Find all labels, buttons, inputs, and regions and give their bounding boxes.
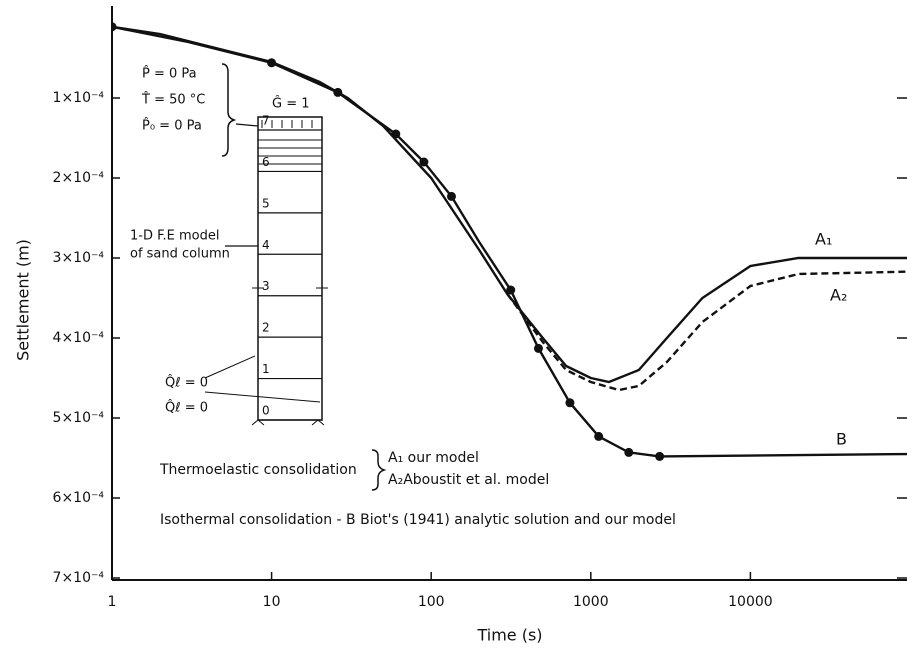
column-level-label: 3 <box>262 279 270 293</box>
series-label: B <box>836 430 847 449</box>
legend-text: A₂Aboustit et al. model <box>388 472 549 488</box>
x-tick-label: 1 <box>108 594 117 610</box>
analytic-point <box>333 87 343 97</box>
series-line <box>506 270 907 392</box>
annotation: P̂ = 0 Pa <box>142 66 197 81</box>
annotation: P̂₀ = 0 Pa <box>142 118 202 133</box>
y-tick-label: 5×10⁻⁴ <box>53 410 105 426</box>
analytic-point <box>624 447 634 457</box>
x-tick-label: 100 <box>418 594 445 610</box>
analytic-point <box>655 451 665 461</box>
y-tick-label: 3×10⁻⁴ <box>53 250 105 266</box>
pointer <box>235 123 259 127</box>
legend-text: Thermoelastic consolidation <box>159 462 357 478</box>
column-level-label: 0 <box>262 404 270 418</box>
analytic-point <box>391 129 401 139</box>
annotation: of sand column <box>130 247 230 262</box>
y-tick-label: 6×10⁻⁴ <box>53 490 105 506</box>
column-level-label: 4 <box>262 238 270 252</box>
analytic-point <box>267 58 277 68</box>
annotation: T̂ = 50 °C <box>141 92 205 107</box>
analytic-point <box>506 285 516 295</box>
x-tick-label: 1000 <box>573 594 609 610</box>
y-tick-label: 7×10⁻⁴ <box>53 570 105 586</box>
series-label: A₂ <box>830 286 847 305</box>
pointer <box>204 391 321 403</box>
series-line <box>112 25 907 458</box>
analytic-point <box>565 398 575 408</box>
brace <box>221 63 237 157</box>
y-tick-label: 4×10⁻⁴ <box>53 330 105 346</box>
y-tick-label: 2×10⁻⁴ <box>53 170 105 186</box>
pointer <box>204 355 256 379</box>
analytic-point <box>112 22 117 32</box>
analytic-point <box>594 431 604 441</box>
column-level-label: 1 <box>262 362 270 376</box>
column-level-label: 5 <box>262 196 270 210</box>
analytic-point <box>419 157 429 167</box>
x-tick-label: 10 <box>263 594 281 610</box>
brace <box>371 449 387 491</box>
plot-area <box>112 22 907 461</box>
column-level-label: 6 <box>262 155 270 169</box>
x-axis-label: Time (s) <box>476 626 542 645</box>
series-line <box>112 25 907 384</box>
series-label: A₁ <box>815 230 832 249</box>
annotation: Q̂ℓ = 0 <box>165 375 208 390</box>
inset: P̂ = 0 Pa T̂ = 50 °C P̂₀ = 0 Pa Ĝ = 1 1-… <box>130 63 328 426</box>
annotation: 1-D F.E model <box>130 229 219 244</box>
y-axis-label: Settlement (m) <box>14 239 33 361</box>
column-level-label: 7 <box>262 114 270 128</box>
legend-text: Isothermal consolidation - B Biot's (194… <box>160 512 676 528</box>
x-tick-label: 10000 <box>728 594 773 610</box>
analytic-point <box>533 343 543 353</box>
analytic-point <box>446 191 456 201</box>
y-tick-label: 1×10⁻⁴ <box>53 90 105 106</box>
legend-text: A₁ our model <box>388 450 479 466</box>
column-level-label: 2 <box>262 321 270 335</box>
annotation: Q̂ℓ = 0 <box>165 400 208 415</box>
annotation: Ĝ = 1 <box>272 96 310 112</box>
